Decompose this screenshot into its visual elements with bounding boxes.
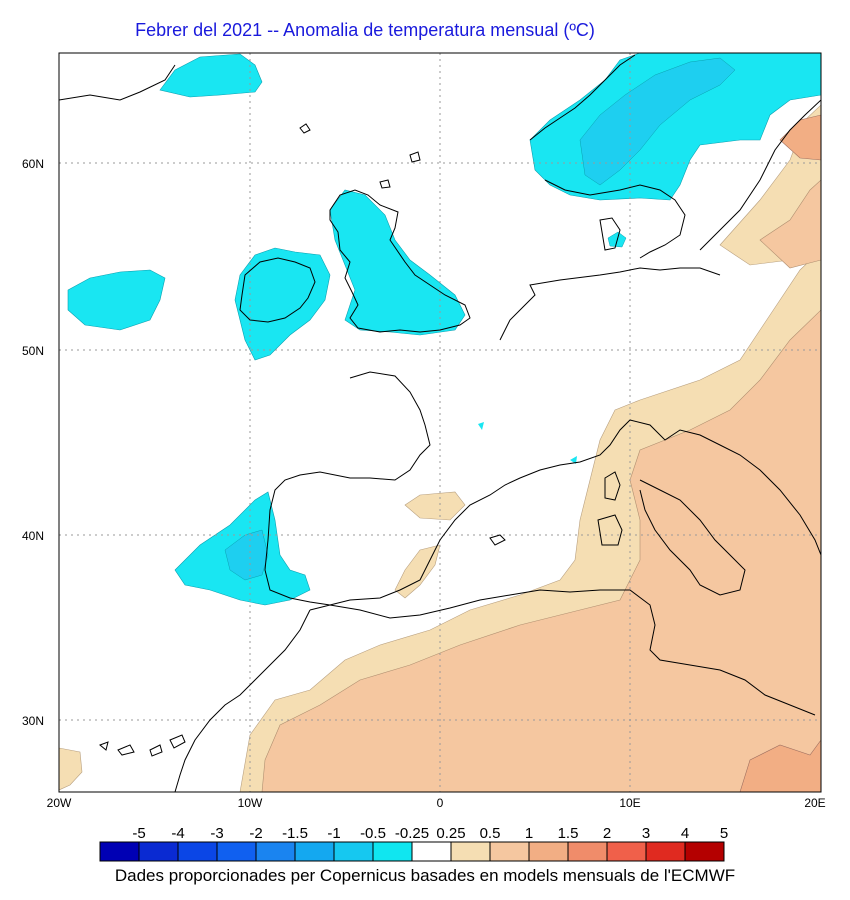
colorbar-swatch-1	[138, 841, 179, 862]
colorbar-label-2: -3	[210, 825, 223, 842]
lat-label-30n: 30N	[22, 714, 44, 728]
anomaly-field-wheat-sw	[59, 747, 83, 791]
colorbar-swatch-9	[450, 841, 491, 862]
lon-label-20e: 20E	[804, 796, 825, 810]
colorbar-swatch-15	[684, 841, 725, 862]
colorbar-swatch-7	[372, 841, 413, 862]
colorbar-swatch-2	[177, 841, 218, 862]
lon-label-10w: 10W	[238, 796, 263, 810]
anomaly-field-cyan-britain	[329, 189, 466, 336]
lat-label-40n: 40N	[22, 529, 44, 543]
colorbar-label-9: 0.5	[480, 825, 501, 842]
anomaly-field-peach-main	[261, 309, 821, 792]
colorbar-swatch-6	[333, 841, 374, 862]
colorbar-label-8: 0.25	[436, 825, 465, 842]
lat-label-60n: 60N	[22, 157, 44, 171]
anomaly-field-cyan-spot-b	[570, 456, 577, 464]
colorbar-label-15: 5	[720, 825, 728, 842]
colorbar-swatch-3	[216, 841, 257, 862]
colorbar-label-1: -4	[171, 825, 184, 842]
colorbar-swatch-5	[294, 841, 335, 862]
colorbar-label-12: 2	[603, 825, 611, 842]
colorbar-swatch-8	[411, 841, 452, 862]
colorbar-label-7: -0.25	[395, 825, 429, 842]
colorbar-label-0: -5	[132, 825, 145, 842]
anomaly-field-cyan-iceland	[159, 53, 263, 98]
anomaly-field-wheat-spain-se	[394, 544, 441, 599]
anomaly-field-cyan-lighter-scandinavia	[579, 57, 736, 186]
lon-label-0: 0	[437, 796, 444, 810]
lon-label-20w: 20W	[47, 796, 72, 810]
lat-label-50n: 50N	[22, 344, 44, 358]
colorbar-label-3: -2	[249, 825, 262, 842]
colorbar-label-11: 1.5	[558, 825, 579, 842]
anomaly-field-peach-north	[759, 179, 821, 269]
colorbar-label-13: 3	[642, 825, 650, 842]
anomaly-field-cyan-ireland	[234, 247, 331, 361]
anomaly-field-cyan-spot-a	[478, 422, 484, 430]
anomaly-field-wheat-iberia	[404, 491, 466, 521]
credit-text: Dades proporcionades per Copernicus basa…	[114, 866, 736, 885]
colorbar-label-14: 4	[681, 825, 689, 842]
coastlines	[59, 54, 821, 792]
map-title: Febrer del 2021 -- Anomalia de temperatu…	[135, 20, 595, 40]
colorbar-swatch-12	[567, 841, 608, 862]
colorbar-swatch-14	[645, 841, 686, 862]
colorbar-label-4: -1.5	[282, 825, 308, 842]
colorbar-swatch-11	[528, 841, 569, 862]
colorbar-swatch-4	[255, 841, 296, 862]
colorbar-swatch-13	[606, 841, 647, 862]
colorbar-label-5: -1	[327, 825, 340, 842]
anomaly-field-cyan-atlantic	[67, 269, 166, 331]
lon-label-10e: 10E	[619, 796, 640, 810]
map-border	[58, 52, 822, 793]
colorbar-label-10: 1	[525, 825, 533, 842]
colorbar: -5 -4 -3 -2 -1.5 -1 -0.5 -0.25 0.25 0.5 1 1.5 2 3 4 5	[99, 825, 728, 862]
colorbar-label-6: -0.5	[360, 825, 386, 842]
colorbar-swatch-10	[489, 841, 530, 862]
anomaly-field-salmon-se	[739, 739, 821, 792]
grid-lines	[59, 53, 821, 792]
colorbar-swatch-0	[99, 841, 140, 862]
